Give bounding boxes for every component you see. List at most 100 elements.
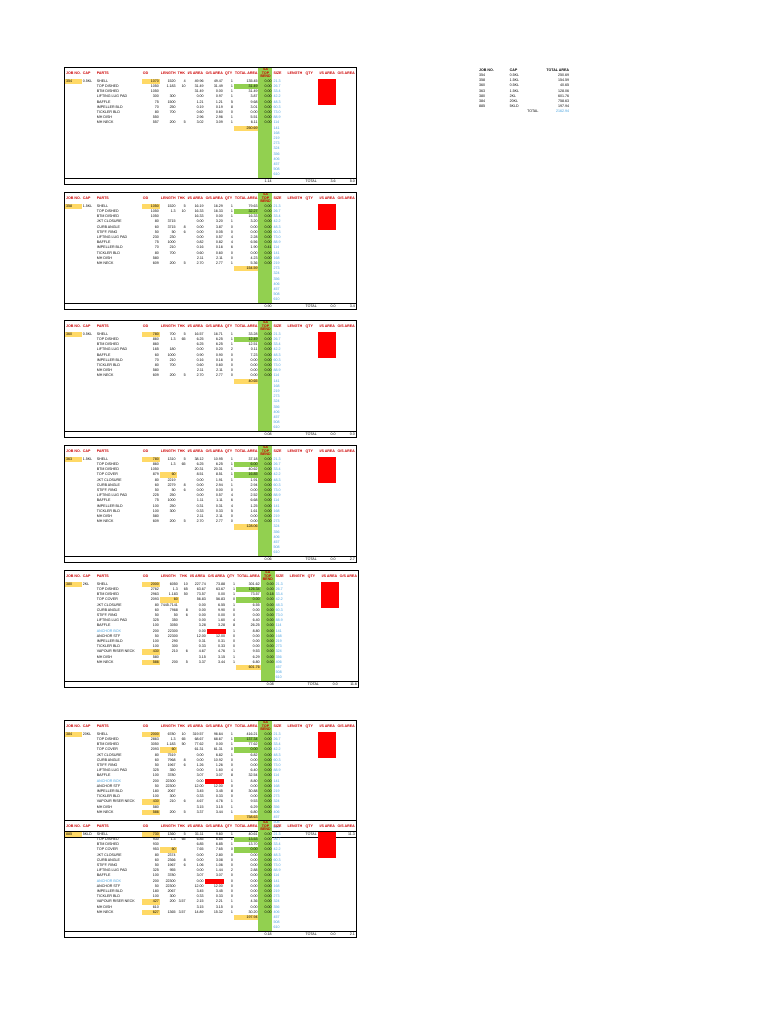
column-header: OD (142, 823, 149, 828)
total-area: 0.00 (250, 883, 258, 888)
total-area: 1.91 (250, 477, 258, 482)
total-area: 9.53 (250, 799, 258, 804)
sa-top-bend (258, 529, 273, 535)
sa-top-bend: 0.18 (260, 592, 275, 598)
pipe-size: 324 (273, 799, 280, 804)
job-table: JOB NO. CAP PARTS OD LENGTH THK I/S AREA O/S AR… (64, 67, 357, 185)
pipe-size: 219 (273, 136, 280, 141)
summary-header-total: TOTAL AREA (546, 68, 569, 72)
os-area: 2.11 (216, 255, 223, 260)
pipe-size: 219 (273, 789, 280, 794)
sa-top-bend: 0.00 (258, 467, 273, 473)
table-row: TOP DISHED 2762 1.3 65 63.67 63.67 1 126.34 0.00… (65, 586, 359, 593)
sa-top-bend: 0.00 (258, 831, 273, 837)
sa-total: 0.90 (258, 302, 273, 310)
part-name: LIFTING LUG PAD (96, 235, 128, 239)
length: 22300 (167, 628, 178, 633)
thk: 6 (183, 229, 186, 234)
total-area: 6.40 (250, 768, 258, 773)
total-area: 9.68 (250, 99, 258, 104)
sa-top-bend: 0.00 (258, 508, 273, 515)
job-block: JOB NO. CAP PARTS OD LENGTH THK I/S AREA O/S AR… (64, 445, 357, 563)
total-area: 0.11 (250, 347, 258, 352)
is-area: 0.00 (198, 613, 206, 617)
pipe-size: 219 (273, 261, 280, 266)
os-area: 3.08 (215, 857, 223, 862)
summary-total-row: TOTAL 2162.94 (478, 109, 570, 114)
os-area: 10.95 (213, 456, 223, 461)
sa-top-bend: 0.00 (260, 581, 275, 587)
pipe-size: 508 (273, 545, 280, 550)
total-area: 0.00 (250, 363, 258, 367)
table-row: MH DISH 580 3.15 3.15 1 6.29 0.00 356 (65, 654, 359, 660)
cap: 20KL (82, 731, 92, 736)
summary-row: 363 1.5KL 128.06 (478, 89, 570, 94)
qty: 1 (230, 742, 233, 747)
table-row: 758.63 457 (65, 815, 357, 821)
thk: 65 (181, 461, 186, 466)
column-header: THK (177, 70, 185, 75)
os-area: 49.47 (213, 78, 223, 83)
side-column-header: LENGTH (287, 70, 303, 75)
part-name: SHELL (96, 581, 109, 586)
od: 100 (152, 794, 159, 799)
os-area: 2.80 (215, 852, 223, 857)
table-row: 380 2KL SHELL 2000 6050 10 227.74 73.88 1 301.62 0… (64, 581, 359, 587)
od: 580 (152, 654, 159, 659)
pipe-size: 356 (273, 276, 280, 281)
pipe-size: 324 (273, 399, 280, 404)
length: 1967 (167, 763, 176, 767)
job-table: JOB NO. CAP PARTS OD LENGTH THK I/S AREA O/S AR… (64, 320, 357, 438)
sa-top-bend: 0.00 (258, 99, 273, 105)
pipe-size: 60.3 (273, 482, 281, 487)
qty: 0 (230, 857, 233, 862)
column-header: THK (177, 723, 185, 728)
length: 210 (169, 799, 176, 804)
pipe-size: 219 (273, 514, 280, 519)
sa-top-bend (258, 389, 273, 395)
length: 60 (159, 847, 177, 853)
qty: 1 (233, 592, 236, 597)
thk: 8 (183, 224, 186, 229)
totals-cell (64, 680, 82, 688)
table-row: 508 (65, 920, 357, 926)
os-area: 12.00 (216, 633, 226, 638)
totals-row: 0.08 TOTAL 0.0 11.6 (64, 680, 359, 688)
qty: 1 (233, 628, 236, 633)
length: 700 (169, 363, 176, 367)
job-block: JOB NO. CAP PARTS OD LENGTH THK I/S AREA O/S AR… (64, 820, 357, 938)
side-column-header: QTY (305, 195, 313, 200)
block-total-area: 758.63 (233, 815, 259, 821)
side-total-label: TOTAL (304, 177, 319, 185)
totals-cell (233, 177, 259, 185)
od: 100 (152, 894, 159, 899)
is-area: 0.00 (196, 488, 204, 492)
column-header: PARTS (96, 573, 109, 578)
sa-top-bend (258, 130, 273, 137)
side-column-header: SIZE (273, 70, 282, 75)
sa-top-bend: 0.00 (258, 214, 273, 220)
table-row: BAFFLE 60 1000 0.90 0.90 0 7.23 0.00 48.3 (65, 352, 357, 358)
part-name: STIFF. RING (96, 613, 118, 617)
pipe-size: 21.3 (273, 831, 281, 836)
job-block: JOB NO. CAP PARTS OD LENGTH THK I/S AREA O/S AR… (64, 570, 359, 688)
length: 210 (169, 245, 176, 250)
total-area: 0.00 (250, 368, 258, 373)
pipe-size: 60.3 (273, 857, 281, 862)
od: 70 (154, 104, 159, 109)
od: 50 (154, 488, 159, 492)
job-no: 363 (64, 456, 82, 462)
totals-cell (64, 930, 82, 938)
totals-cell (176, 830, 187, 838)
column-header: QTY (224, 70, 233, 75)
od: 860 (152, 461, 159, 466)
column-header: JOB NO. (66, 195, 81, 200)
block-total-area: 250.69 (233, 125, 259, 131)
qty: 0 (233, 644, 236, 649)
job-no: 885 (64, 831, 82, 837)
od: 165 (152, 347, 159, 352)
total-area: 0.00 (250, 878, 258, 883)
length: 2219 (167, 477, 176, 482)
table-row: MH DISH 580 2.11 2.11 0 0.00 0.00 88.9 (65, 368, 357, 374)
qty: 1 (230, 89, 233, 94)
